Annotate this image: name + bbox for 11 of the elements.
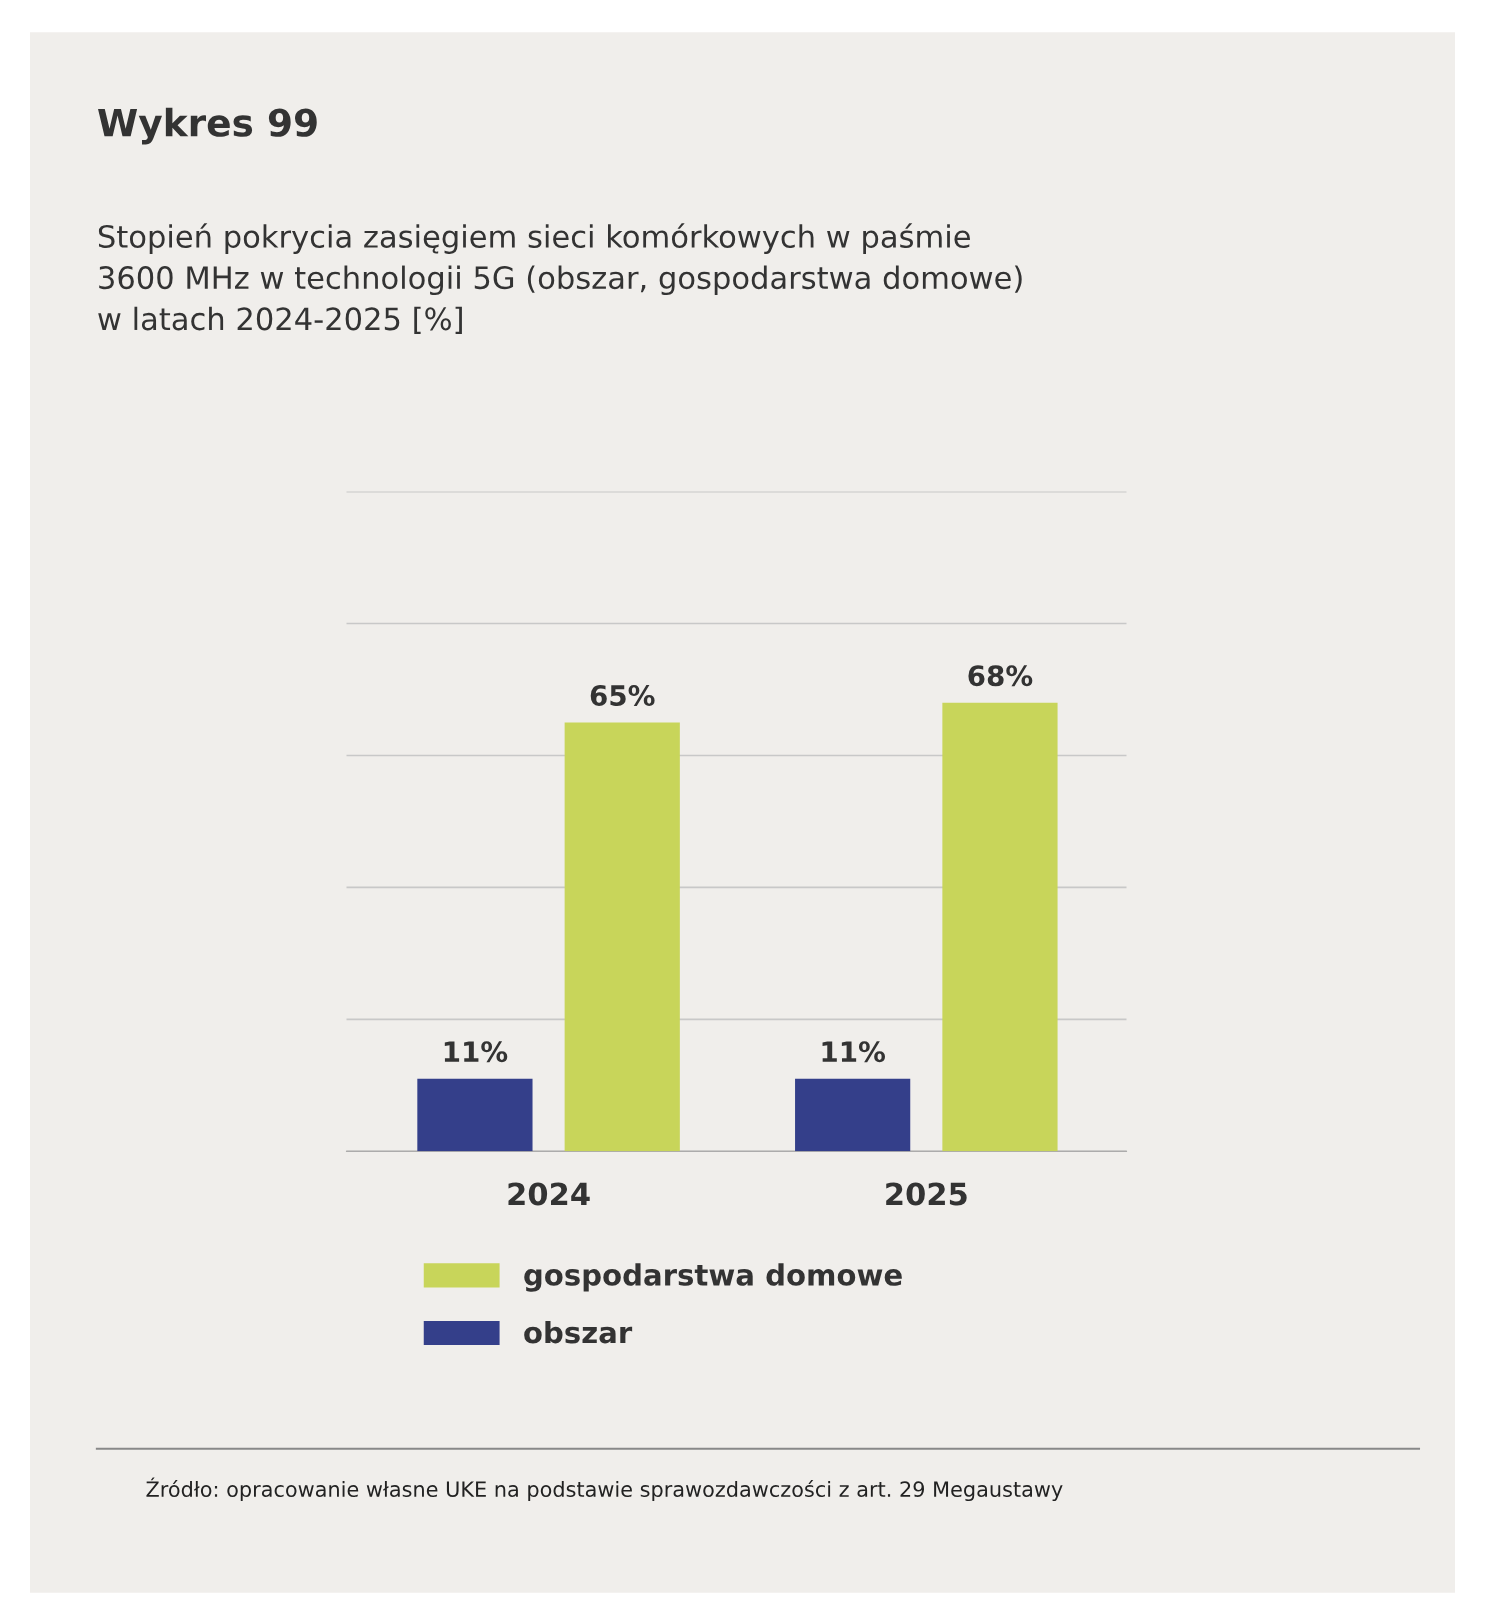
legend-label: obszar xyxy=(524,1320,633,1344)
x-tick-label: 2024 xyxy=(508,1182,590,1206)
data-label: 11% xyxy=(822,1041,886,1063)
legend-label: gospodarstwa domowe xyxy=(524,1263,902,1292)
data-label: 11% xyxy=(444,1041,508,1063)
text: Źródło: opracowanie własne UKE na podstawie sprawozdawczości z art. 29 Megaustawy xyxy=(146,1477,1063,1502)
chart-subtitle: Stopień pokrycia zasięgiem sieci komórkowych w paśmie 3600 MHz w technologii 5G (obszar, gospodarstwa domowe) w latach 2024-2025 [%] xyxy=(98,223,1022,334)
data-label: 65% xyxy=(590,684,655,706)
x-tick-label: 2025 xyxy=(886,1182,967,1206)
data-label: 68% xyxy=(968,665,1033,687)
chart-title: Wykres 99 xyxy=(98,107,317,145)
